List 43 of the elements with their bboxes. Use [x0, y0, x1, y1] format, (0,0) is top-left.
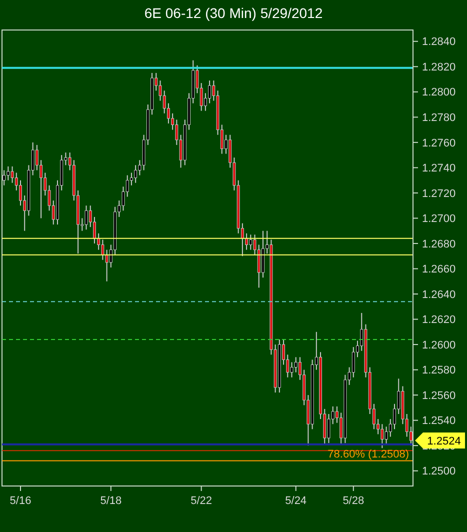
y-tick-label: 1.2760	[422, 137, 456, 150]
y-tick-label: 1.2800	[422, 86, 456, 99]
candlestick	[6, 166, 10, 181]
x-tick-label: 5/16	[10, 495, 32, 507]
y-tick-label: 1.2600	[422, 339, 456, 352]
text: 1.2524	[427, 435, 461, 448]
y-tick-label: 1.2500	[422, 466, 456, 478]
y-tick-label: 1.2680	[422, 238, 456, 250]
ref-line-label: 78.60% (1.2508)	[328, 448, 409, 461]
candlestick	[290, 362, 294, 378]
y-tick-label: 1.2820	[422, 61, 456, 74]
candlestick	[208, 80, 212, 104]
y-tick-label: 1.2580	[422, 364, 456, 377]
candlestick	[245, 232, 248, 250]
candlestick	[105, 249, 108, 282]
y-tick-label: 1.2660	[422, 264, 456, 276]
x-tick-label: 5/18	[100, 495, 122, 507]
y-tick-label: 1.2620	[422, 314, 456, 326]
candlestick	[384, 426, 388, 445]
y-tick-label: 1.2720	[422, 188, 456, 200]
candlestick	[352, 346, 355, 378]
y-tick-label: 1.2540	[422, 415, 456, 428]
y-tick-label: 1.2780	[422, 112, 456, 124]
y-tick-label: 1.2640	[422, 288, 456, 301]
candlestick	[380, 424, 384, 449]
candlestick	[10, 166, 14, 184]
candlestick	[134, 164, 138, 184]
candlestick	[327, 414, 330, 444]
candlestick	[249, 234, 252, 250]
candlestick	[97, 232, 100, 250]
y-tick-label: 1.2560	[422, 390, 456, 402]
y-tick-label: 1.2840	[422, 36, 456, 48]
candlestick	[2, 170, 6, 186]
candlestick	[84, 205, 88, 230]
x-tick-label: 5/28	[342, 495, 364, 507]
y-tick-label: 1.2700	[422, 213, 456, 226]
y-tick-label: 1.2740	[422, 162, 456, 175]
chart-title: 6E 06-12 (30 Min) 5/29/2012	[144, 5, 323, 21]
candlestick	[294, 356, 298, 373]
x-tick-label: 5/24	[285, 495, 307, 507]
candlestick	[101, 239, 104, 260]
candlestick	[262, 230, 264, 278]
x-tick-label: 5/22	[190, 495, 212, 507]
